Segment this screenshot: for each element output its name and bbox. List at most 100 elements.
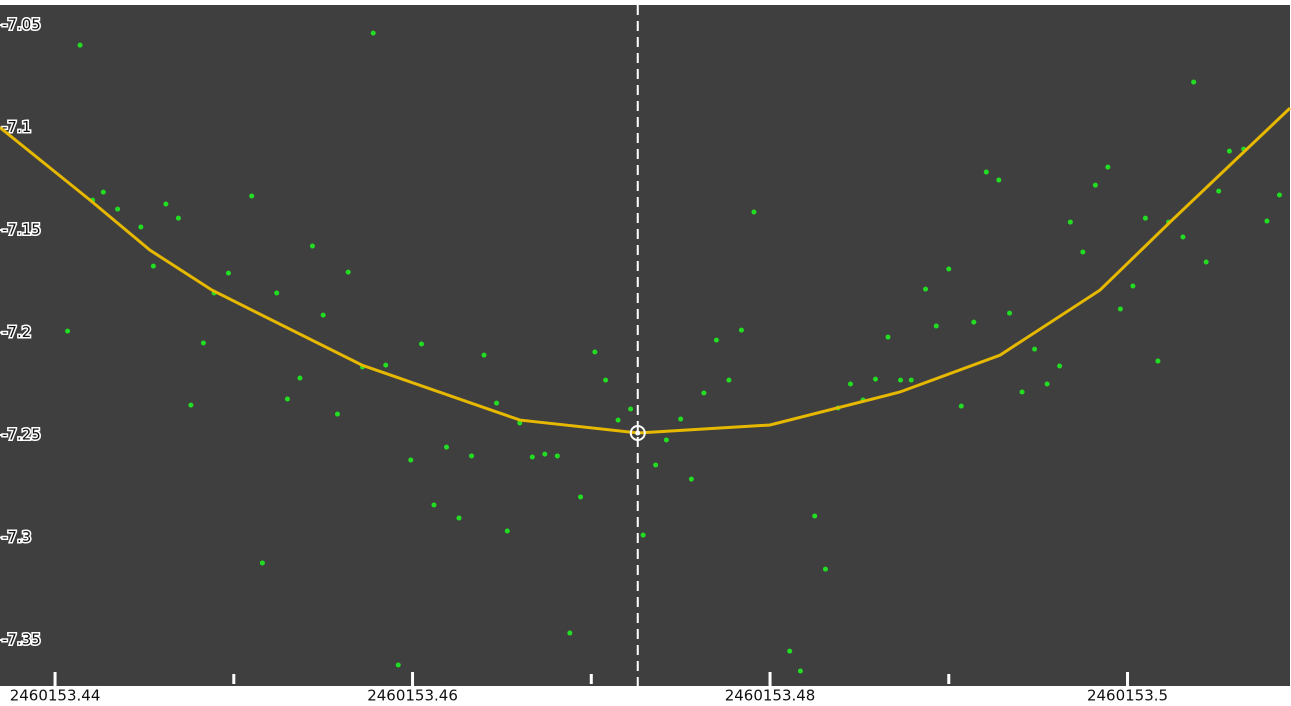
data-point: [542, 451, 548, 457]
data-point: [983, 169, 989, 175]
y-tick-label: -7.1: [2, 118, 31, 136]
data-point: [713, 337, 719, 343]
data-point: [529, 454, 535, 460]
data-point: [370, 30, 376, 36]
data-point: [163, 201, 169, 207]
data-point: [847, 381, 853, 387]
data-point: [1092, 182, 1098, 188]
data-point: [431, 502, 437, 508]
data-point: [494, 400, 500, 406]
data-point: [1276, 192, 1282, 198]
data-point: [383, 362, 389, 368]
data-point: [738, 327, 744, 333]
y-tick-label: -7.05: [2, 16, 41, 34]
data-point: [1105, 164, 1111, 170]
data-point: [1007, 310, 1013, 316]
data-point: [640, 532, 646, 538]
data-point: [898, 377, 904, 383]
data-point: [1216, 188, 1222, 194]
data-point: [444, 444, 450, 450]
data-point: [200, 340, 206, 346]
data-point: [628, 406, 634, 412]
data-point: [554, 453, 560, 459]
data-point: [958, 403, 964, 409]
y-tick-label: -7.25: [2, 426, 41, 444]
y-tick-label: -7.35: [2, 631, 41, 649]
data-point: [812, 513, 818, 519]
data-point: [592, 349, 598, 355]
data-point: [1155, 358, 1161, 364]
data-point: [297, 375, 303, 381]
data-point: [469, 453, 475, 459]
data-point: [885, 334, 891, 340]
data-point: [1130, 283, 1136, 289]
data-point: [1203, 259, 1209, 265]
data-point: [504, 528, 510, 534]
y-tick-label: -7.3: [2, 528, 31, 546]
data-point: [284, 396, 290, 402]
data-point: [688, 476, 694, 482]
data-point: [1080, 249, 1086, 255]
data-point: [1142, 215, 1148, 221]
data-point: [923, 286, 929, 292]
data-point: [65, 328, 71, 334]
data-point: [138, 224, 144, 230]
data-point: [1067, 219, 1073, 225]
data-point: [787, 648, 793, 654]
data-point: [663, 437, 669, 443]
data-point: [971, 319, 977, 325]
data-point: [908, 377, 914, 383]
data-point: [751, 209, 757, 215]
data-point: [822, 566, 828, 572]
data-point: [259, 560, 265, 566]
data-point: [408, 457, 414, 463]
y-tick-label: -7.15: [2, 221, 41, 239]
data-point: [1044, 381, 1050, 387]
data-point: [274, 290, 280, 296]
data-point: [1019, 389, 1025, 395]
data-point: [334, 411, 340, 417]
data-point: [578, 494, 584, 500]
data-point: [456, 515, 462, 521]
data-point: [1032, 346, 1038, 352]
y-tick-label: -7.2: [2, 323, 31, 341]
data-point: [481, 352, 487, 358]
x-tick-label: 2460153.44: [10, 687, 101, 705]
data-point: [175, 215, 181, 221]
data-point: [188, 402, 194, 408]
data-point: [726, 377, 732, 383]
data-point: [1226, 148, 1232, 154]
data-point: [996, 177, 1002, 183]
data-point: [1180, 234, 1186, 240]
data-point: [1191, 79, 1197, 85]
data-point: [115, 206, 121, 212]
data-point: [603, 377, 609, 383]
minimum-dot: [635, 430, 641, 436]
data-point: [150, 263, 156, 269]
data-point: [225, 270, 231, 276]
data-point: [678, 416, 684, 422]
data-point: [1117, 306, 1123, 312]
data-point: [345, 269, 351, 275]
data-point: [1057, 363, 1063, 369]
data-point: [615, 417, 621, 423]
plot-background: [0, 5, 1290, 686]
x-tick-label: 2460153.46: [367, 687, 458, 705]
x-tick-label: 2460153.48: [725, 687, 816, 705]
data-point: [653, 462, 659, 468]
data-point: [395, 662, 401, 668]
data-point: [100, 189, 106, 195]
data-point: [567, 630, 573, 636]
data-point: [77, 42, 83, 48]
data-point: [797, 668, 803, 674]
data-point: [418, 341, 424, 347]
data-point: [872, 376, 878, 382]
x-tick-label: 2460153.5: [1087, 687, 1168, 705]
data-point: [320, 312, 326, 318]
data-point: [933, 323, 939, 329]
data-point: [1264, 218, 1270, 224]
data-point: [701, 390, 707, 396]
data-point: [249, 193, 255, 199]
